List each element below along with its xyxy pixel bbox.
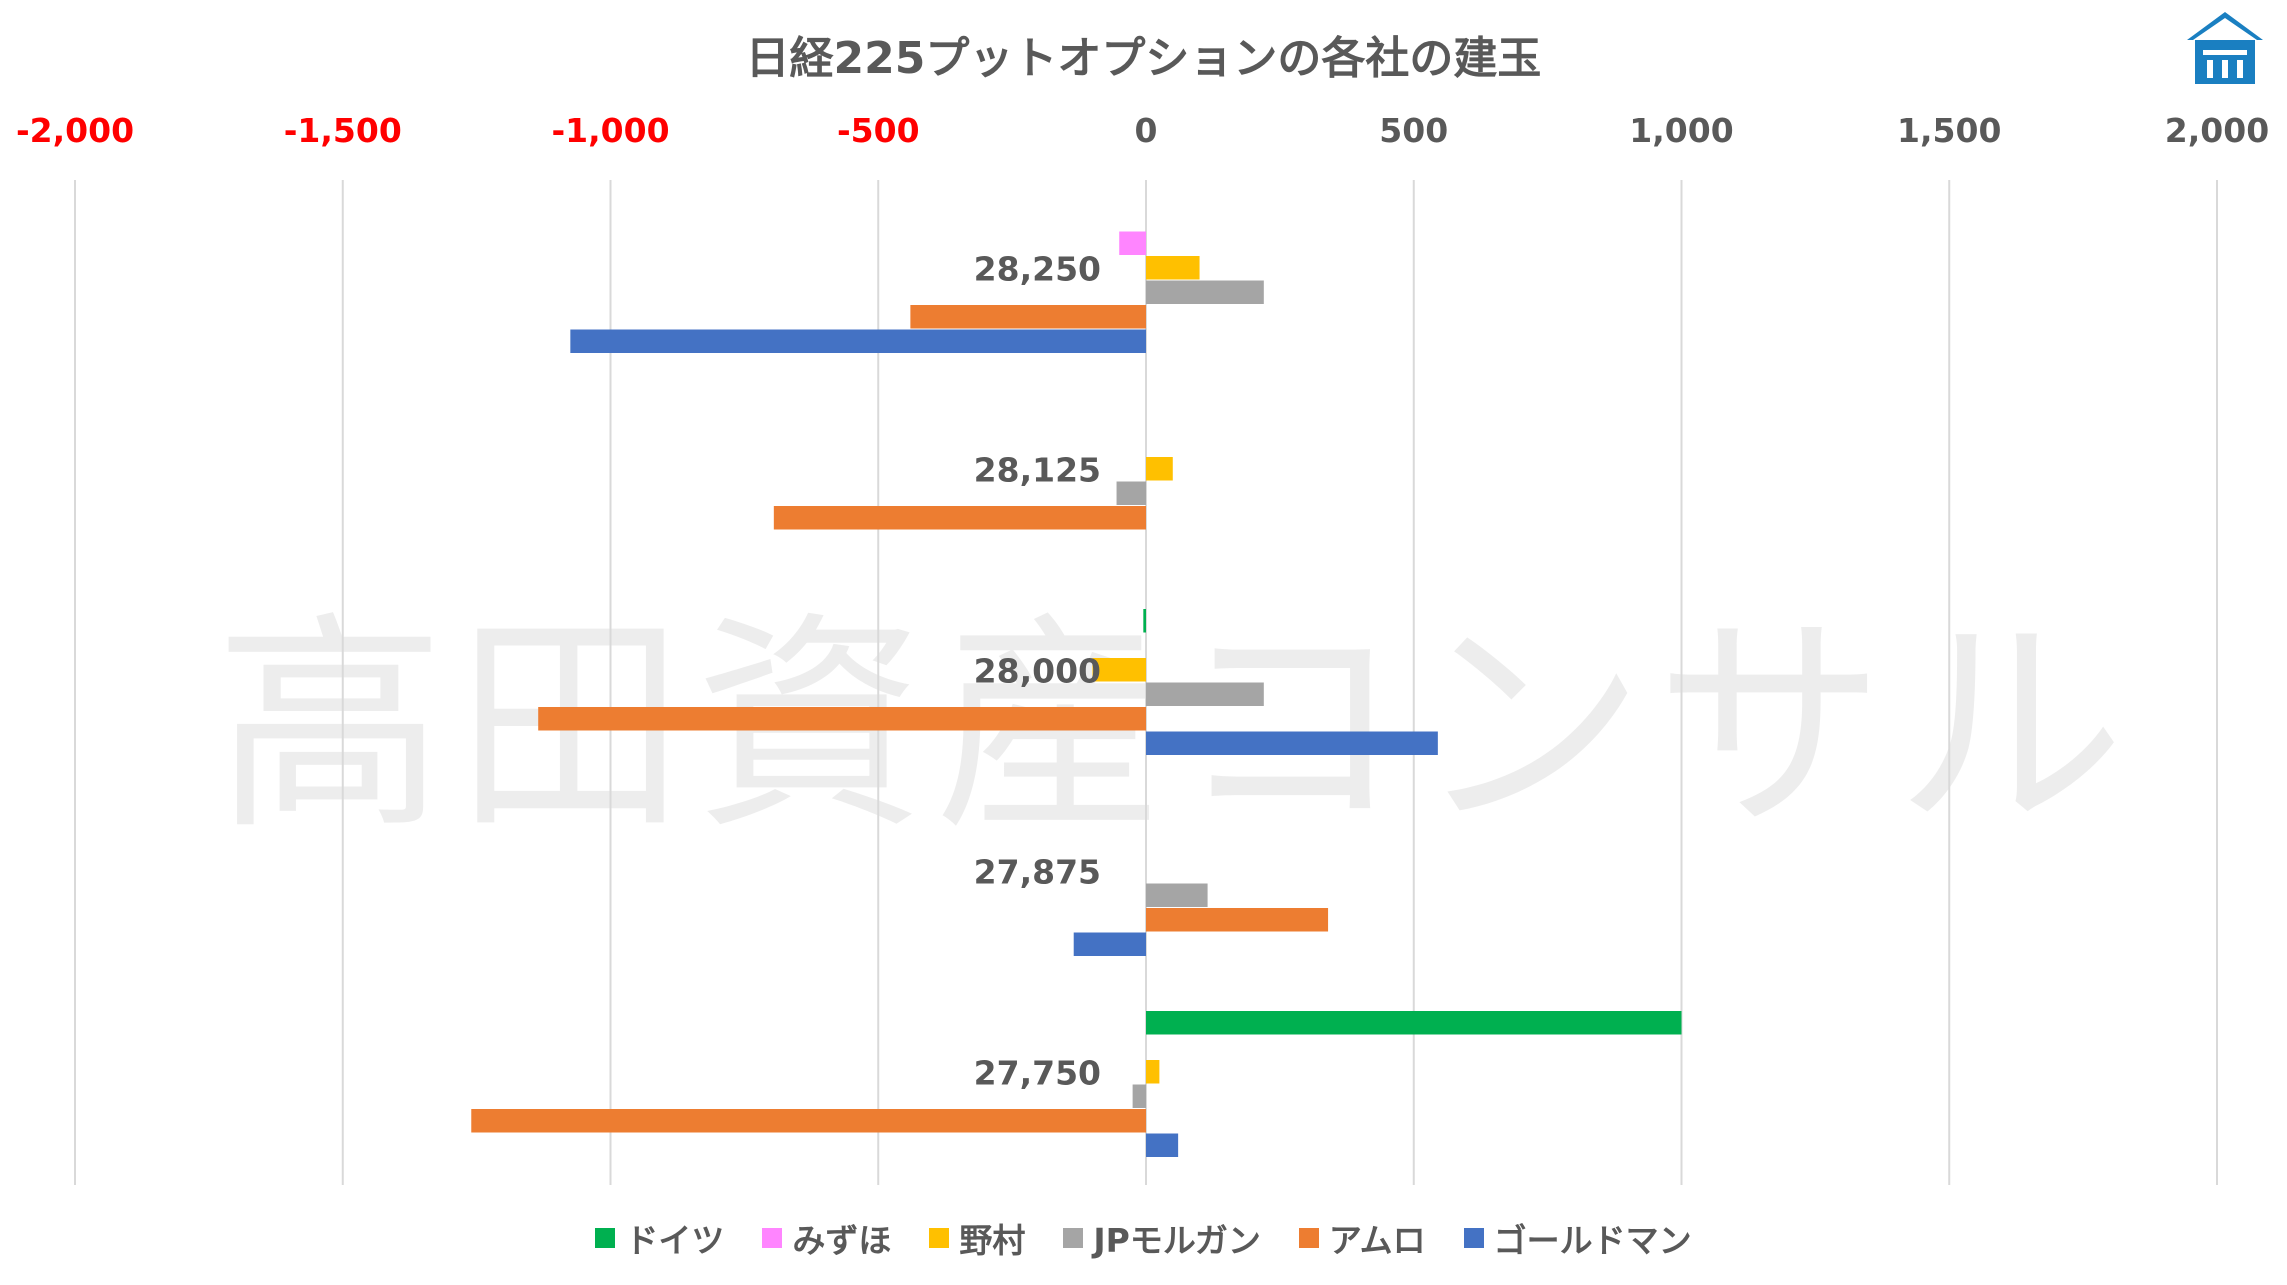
x-tick-label: 500 [1379,111,1448,150]
legend-swatch [1298,1228,1319,1248]
legend-label: ゴールドマン [1493,1221,1692,1260]
legend: ドイツ みずほ 野村 JPモルガン アムロ ゴールドマン [0,1218,2287,1260]
legend-swatch [595,1228,616,1248]
legend-label: JPモルガン [1093,1221,1261,1260]
legend-item: ドイツ [595,1214,724,1262]
legend-item: JPモルガン [1063,1214,1261,1262]
bar [1146,457,1173,481]
bar [1119,231,1146,255]
legend-item: みずほ [762,1214,891,1262]
category-label: 27,750 [974,1053,1101,1092]
category-label: 28,125 [974,450,1101,489]
bar [1146,908,1329,932]
bar [1116,481,1146,505]
x-tick-label: 0 [1135,111,1158,150]
bar [1073,932,1146,956]
bar [471,1109,1146,1133]
legend-item: ゴールドマン [1463,1214,1692,1262]
legend-label: みずほ [792,1221,892,1260]
legend-item: 野村 [929,1214,1025,1262]
logo-icon [2187,12,2263,84]
legend-label: ドイツ [625,1221,725,1260]
x-tick-label: 1,000 [1629,111,1733,150]
bar [570,329,1146,353]
x-tick-label: -2,000 [16,111,134,150]
bar [1146,1060,1160,1084]
bar [1146,256,1200,280]
watermark: 高田資産コンサル [215,594,2136,861]
legend-label: アムロ [1328,1221,1426,1260]
x-tick-label: -500 [837,111,920,150]
legend-item: アムロ [1298,1214,1426,1262]
bar [1132,1084,1146,1108]
legend-swatch [1063,1228,1084,1248]
legend-swatch [762,1228,783,1248]
category-label: 28,250 [974,249,1101,288]
x-tick-label: 2,000 [2165,111,2269,150]
legend-swatch [1463,1228,1484,1248]
legend-label: 野村 [959,1221,1026,1260]
bar [910,305,1146,329]
x-tick-label: 1,500 [1897,111,2001,150]
legend-swatch [929,1228,950,1248]
bar [773,506,1146,530]
bar [1146,883,1208,907]
bar [1146,280,1264,304]
x-tick-label: -1,000 [551,111,669,150]
bar [1146,1133,1179,1157]
x-tick-label: -1,500 [284,111,402,150]
bar [1146,1011,1682,1035]
chart-title: 日経225プットオプションの各社の建玉 [745,33,1542,84]
